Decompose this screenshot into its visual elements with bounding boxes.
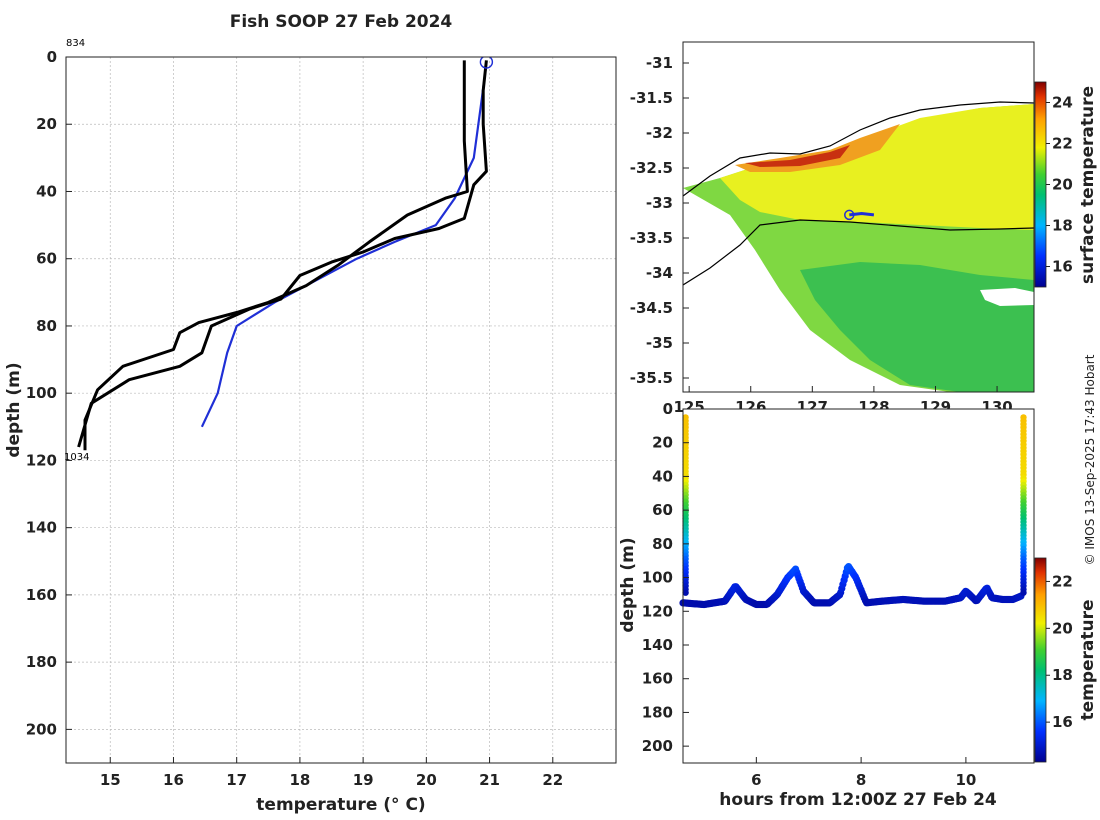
profile-y-tick-label: 180 <box>26 653 57 671</box>
sst-colorbar-ticks: 16 18 20 22 24 <box>1046 94 1073 276</box>
sst-colorbar-tick-label: 20 <box>1052 176 1073 194</box>
map-lat-tick-label: -35 <box>646 334 673 352</box>
timeseries-series <box>679 414 1027 609</box>
map-lat-tick-label: -34 <box>646 264 673 282</box>
timeseries-profile-point <box>682 589 689 596</box>
profile-y-tick-label: 40 <box>36 182 57 200</box>
profile-y-tick-label: 20 <box>36 115 57 133</box>
profile-y-tick-label: 140 <box>26 519 57 537</box>
timeseries-y-tick-label: 40 <box>652 467 673 485</box>
sst-colorbar <box>1034 81 1047 288</box>
timeseries-ticks: 0 20 40 60 80 100 120 140 160 180 200 6 8 10 <box>642 400 977 789</box>
profile-panel: 15 16 17 18 19 20 21 22 0 20 40 60 80 100 120 140 160 180… <box>4 38 617 815</box>
profile-y-tick-label: 0 <box>47 48 57 66</box>
profile-x-tick-label: 18 <box>289 771 310 789</box>
timeseries-frame <box>682 408 1035 764</box>
timeseries-y-tick-label: 180 <box>642 703 673 721</box>
profile-x-tick-label: 20 <box>416 771 437 789</box>
profile-x-tick-label: 21 <box>479 771 500 789</box>
timeseries-x-tick-label: 8 <box>856 771 866 789</box>
profile-series-line <box>83 60 469 451</box>
profile-x-tick-label: 16 <box>163 771 184 789</box>
temperature-colorbar-label: temperature <box>1078 599 1098 720</box>
sst-field-orange <box>735 124 900 172</box>
profile-x-label: temperature (° C) <box>256 795 425 815</box>
profile-series <box>77 57 494 451</box>
timeseries-y-tick-label: 100 <box>642 569 673 587</box>
timeseries-x-label: hours from 12:00Z 27 Feb 24 <box>719 790 997 810</box>
profile-ticks: 15 16 17 18 19 20 21 22 0 20 40 60 80 100 120 140 160 180… <box>26 48 564 789</box>
sst-field-red <box>745 145 850 167</box>
copyright-text: © IMOS 13-Sep-2025 17:43 Hobart <box>1083 354 1097 565</box>
sst-field-yellow <box>720 104 1034 230</box>
profile-frame <box>65 56 617 764</box>
profile-y-tick-label: 160 <box>26 586 57 604</box>
ship-position-marker <box>844 209 855 221</box>
sst-colorbar-label: surface temperature <box>1078 86 1098 284</box>
map-lat-tick-label: -33 <box>646 194 673 212</box>
timeseries-y-label: depth (m) <box>618 537 638 632</box>
coastline-lower <box>683 219 1034 286</box>
profile-y-tick-label: 80 <box>36 317 57 335</box>
chart-title: Fish SOOP 27 Feb 2024 <box>230 12 453 32</box>
temperature-colorbar <box>1034 557 1047 763</box>
map-lat-tick-label: -32 <box>646 124 673 142</box>
profile-y-tick-label: 100 <box>26 384 57 402</box>
temperature-colorbar-tick-label: 20 <box>1052 619 1073 637</box>
profile-y-tick-label: 60 <box>36 250 57 268</box>
profile-x-tick-label: 15 <box>100 771 121 789</box>
timeseries-x-tick-label: 6 <box>751 771 761 789</box>
map-lat-tick-label: -34.5 <box>630 299 673 317</box>
sst-field-deep-green <box>800 262 1034 392</box>
profile-series-line <box>77 60 488 448</box>
map-lat-tick-label: -32.5 <box>630 159 673 177</box>
map-lat-tick-label: -31 <box>646 54 673 72</box>
timeseries-panel: 0 20 40 60 80 100 120 140 160 180 200 6 8 10 hours fr… <box>618 400 1098 810</box>
timeseries-y-tick-label: 120 <box>642 602 673 620</box>
temperature-colorbar-tick-label: 18 <box>1052 666 1073 684</box>
map-lat-tick-label: -31.5 <box>630 89 673 107</box>
timeseries-y-tick-label: 200 <box>642 737 673 755</box>
coastline-upper <box>683 101 1034 197</box>
map-frame <box>682 41 1035 393</box>
profile-gridlines <box>66 56 616 763</box>
temperature-colorbar-ticks: 16 18 20 22 <box>1046 572 1073 731</box>
temperature-colorbar-tick-label: 16 <box>1052 713 1073 731</box>
sst-colorbar-tick-label: 16 <box>1052 258 1073 276</box>
profile-y-label: depth (m) <box>4 362 24 457</box>
map-panel: -31 -31.5 -32 -32.5 -33 -33.5 -34 -34.5 -35 -35.5… <box>630 41 1098 416</box>
profile-bottom-label: 1034 <box>64 452 89 463</box>
profile-series-line <box>200 63 488 428</box>
temperature-colorbar-tick-label: 22 <box>1052 572 1073 590</box>
profile-x-tick-label: 17 <box>226 771 247 789</box>
profile-x-tick-label: 19 <box>353 771 374 789</box>
map-lat-tick-label: -35.5 <box>630 369 673 387</box>
profile-top-label: 834 <box>66 38 85 49</box>
sst-colorbar-tick-label: 24 <box>1052 94 1073 112</box>
profile-plot-area <box>66 57 616 763</box>
timeseries-y-tick-label: 160 <box>642 670 673 688</box>
timeseries-y-tick-label: 140 <box>642 636 673 654</box>
timeseries-y-tick-label: 60 <box>652 501 673 519</box>
profile-y-tick-label: 200 <box>26 720 57 738</box>
timeseries-y-tick-label: 0 <box>663 400 673 418</box>
timeseries-profile-point <box>1020 589 1027 596</box>
timeseries-y-tick-label: 80 <box>652 535 673 553</box>
profile-surface-marker <box>479 57 494 69</box>
map-lat-tick-label: -33.5 <box>630 229 673 247</box>
cloud-gap <box>980 288 1034 306</box>
timeseries-x-tick-label: 10 <box>955 771 976 789</box>
sst-colorbar-tick-label: 18 <box>1052 217 1073 235</box>
profile-x-tick-label: 22 <box>542 771 563 789</box>
sst-colorbar-tick-label: 22 <box>1052 135 1073 153</box>
timeseries-y-tick-label: 20 <box>652 434 673 452</box>
profile-y-tick-label: 120 <box>26 451 57 469</box>
